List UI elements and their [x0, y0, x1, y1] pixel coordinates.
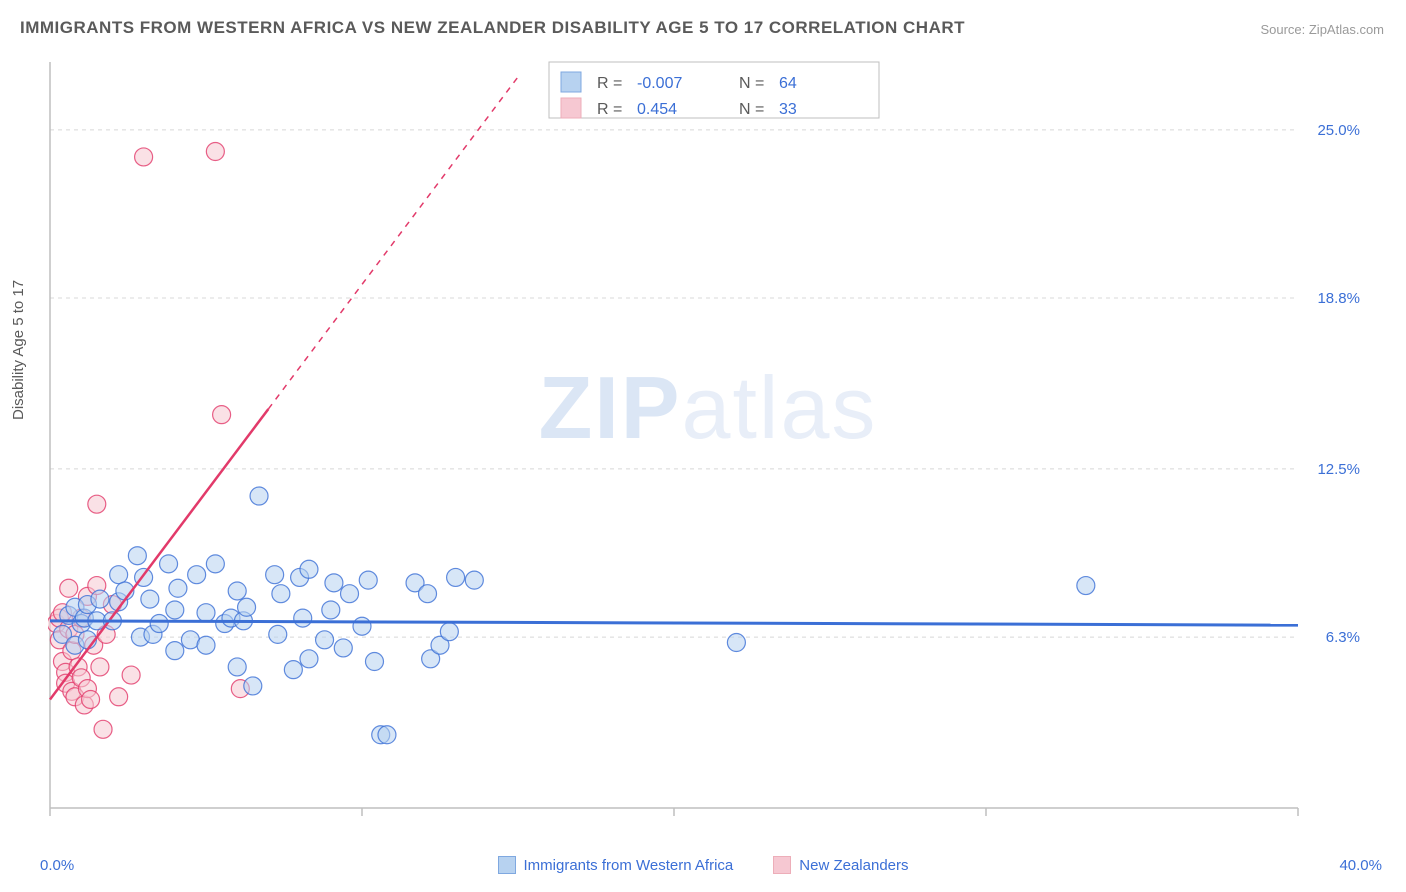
stats-n-label: N =	[739, 75, 764, 92]
data-point	[341, 585, 359, 603]
data-point	[206, 143, 224, 161]
data-point	[300, 560, 318, 578]
data-point	[135, 148, 153, 166]
stats-r-value: 0.454	[637, 101, 677, 118]
data-point	[294, 609, 312, 627]
data-point	[228, 658, 246, 676]
data-point	[160, 555, 178, 573]
data-point	[141, 590, 159, 608]
data-point	[166, 601, 184, 619]
legend-label: Immigrants from Western Africa	[524, 857, 734, 874]
data-point	[378, 726, 396, 744]
y-tick-label: 6.3%	[1326, 629, 1360, 646]
legend-label: New Zealanders	[799, 857, 908, 874]
data-point	[197, 636, 215, 654]
data-point	[169, 579, 187, 597]
data-point	[94, 720, 112, 738]
legend-swatch	[498, 856, 516, 874]
data-point	[440, 623, 458, 641]
data-point	[188, 566, 206, 584]
data-point	[419, 585, 437, 603]
legend-item-series-b: New Zealanders	[773, 856, 908, 874]
trend-line	[50, 409, 268, 700]
data-point	[325, 574, 343, 592]
data-point	[359, 571, 377, 589]
data-point	[244, 677, 262, 695]
data-point	[250, 487, 268, 505]
data-point	[60, 579, 78, 597]
data-point	[213, 406, 231, 424]
stats-n-label: N =	[739, 101, 764, 118]
data-point	[300, 650, 318, 668]
source-label: Source: ZipAtlas.com	[1260, 22, 1384, 37]
data-point	[88, 495, 106, 513]
scatter-chart: 6.3% 12.5% 18.8% 25.0% R = -0.007 N = 64 R = 0.45…	[48, 58, 1368, 818]
bottom-legend: Immigrants from Western Africa New Zeala…	[0, 856, 1406, 874]
stats-n-value: 64	[779, 75, 797, 92]
data-point	[365, 653, 383, 671]
data-point	[447, 568, 465, 586]
data-point	[266, 566, 284, 584]
data-point	[272, 585, 290, 603]
y-axis-label: Disability Age 5 to 17	[10, 280, 27, 420]
data-point	[91, 590, 109, 608]
y-tick-label: 25.0%	[1317, 122, 1360, 139]
data-point	[465, 571, 483, 589]
chart-area: ZIPatlas 6.3%12.5%18.8%25.0%R =-0.007N =…	[48, 58, 1368, 818]
trend-line	[268, 77, 518, 409]
stats-swatch	[561, 72, 581, 92]
y-tick-label: 12.5%	[1317, 461, 1360, 478]
data-point	[228, 582, 246, 600]
stats-swatch	[561, 98, 581, 118]
stats-r-label: R =	[597, 75, 622, 92]
data-point	[284, 661, 302, 679]
stats-r-label: R =	[597, 101, 622, 118]
data-point	[91, 658, 109, 676]
data-point	[110, 688, 128, 706]
y-tick-label: 18.8%	[1317, 290, 1360, 307]
data-point	[150, 615, 168, 633]
stats-n-value: 33	[779, 101, 797, 118]
data-point	[334, 639, 352, 657]
data-point	[122, 666, 140, 684]
data-point	[206, 555, 224, 573]
legend-swatch	[773, 856, 791, 874]
data-point	[316, 631, 334, 649]
data-point	[322, 601, 340, 619]
data-point	[1077, 577, 1095, 595]
legend-item-series-a: Immigrants from Western Africa	[498, 856, 734, 874]
data-point	[353, 617, 371, 635]
data-point	[82, 690, 100, 708]
stats-r-value: -0.007	[637, 75, 682, 92]
chart-title: IMMIGRANTS FROM WESTERN AFRICA VS NEW ZE…	[20, 18, 965, 38]
data-point	[238, 598, 256, 616]
data-point	[110, 566, 128, 584]
data-point	[727, 634, 745, 652]
data-point	[197, 604, 215, 622]
data-point	[166, 642, 184, 660]
data-point	[269, 625, 287, 643]
data-point	[128, 547, 146, 565]
